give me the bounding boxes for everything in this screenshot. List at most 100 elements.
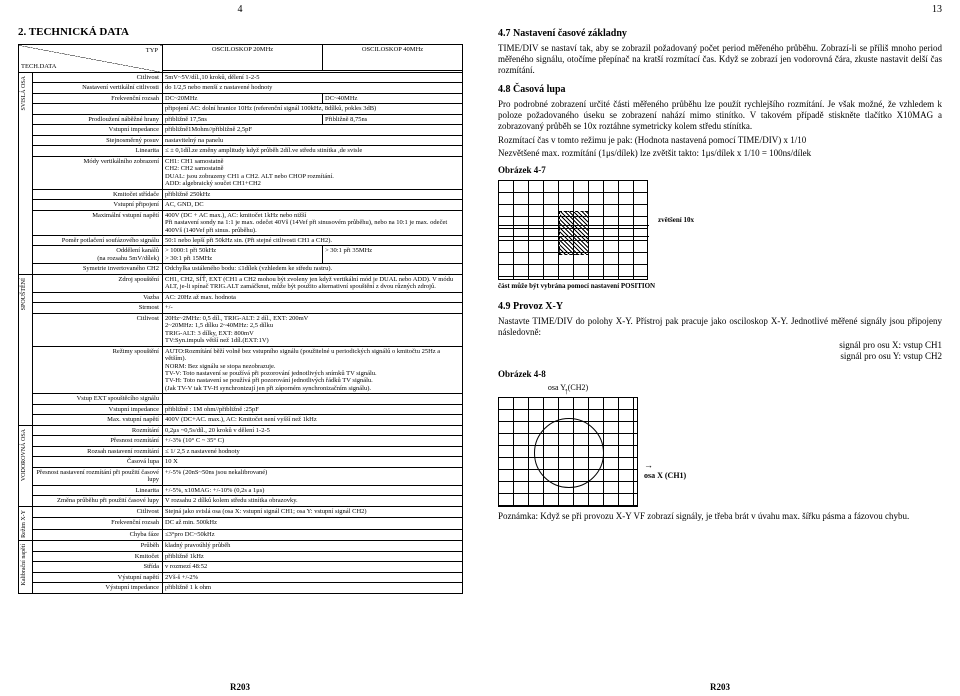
spec-value: AUTO:Rozmítání běží volně bez vstupního …: [163, 346, 463, 394]
heading-4-9: 4.9 Provoz X-Y: [498, 301, 942, 314]
spec-label: Rozsah nastavení rozmítání: [33, 446, 163, 456]
spec-table: TYPTECH.DATAOSCILOSKOP 20MHzOSCILOSKOP 4…: [18, 44, 463, 594]
spec-value-40: > 30:1 při 35MHz: [323, 246, 463, 264]
page-right: 13 4.7 Nastavení časové základny TIME/DI…: [480, 0, 960, 696]
spec-label: Citlivost: [33, 313, 163, 346]
spec-value: AC: 20Hz až max. hodnota: [163, 292, 463, 302]
spec-value: v rozmezí 48:52: [163, 562, 463, 572]
spec-value: 0,2μs ~0,5s/díl., 20 kroků v dělení 1-2-…: [163, 425, 463, 435]
spec-label: Kmitočet střídače: [33, 189, 163, 199]
fig-4-8-grid: ↑: [498, 397, 638, 507]
spec-label: Režimy spouštění: [33, 346, 163, 394]
spec-label: Poměr potlačení soufázového signálu: [33, 235, 163, 245]
text-4-7: TIME/DIV se nastaví tak, aby se zobrazil…: [498, 43, 942, 77]
spec-value-20: přibližně 17,5ns: [163, 114, 323, 124]
spec-label: Přesnost nastavení rozmítání při použití…: [33, 467, 163, 485]
spec-label: Vstupní impedance: [33, 125, 163, 135]
spec-value: 50:1 nebo lepší při 50kHz sin. (Při stej…: [163, 235, 463, 245]
spec-label: Vstup EXT spouštěcího signálu: [33, 394, 163, 404]
spec-value: 2Vš-š +/-2%: [163, 572, 463, 582]
spec-label: Výstupní napětí: [33, 572, 163, 582]
spec-value: 5mV~5V/díl.,10 kroků, dělení 1-2-5: [163, 73, 463, 83]
axis-x-label: osa X (CH1): [644, 471, 686, 481]
arrow-right-icon: →: [644, 460, 653, 471]
spec-label: Rozmítání: [33, 425, 163, 435]
spec-value: CH1: CH1 samostatně CH2: CH2 samostatně …: [163, 156, 463, 189]
section-4-8: 4.8 Časová lupa Pro podrobné zobrazení u…: [498, 84, 942, 291]
spec-value: 20Hz~2MHz: 0,5 díl., TRIG-ALT: 2 díl., E…: [163, 313, 463, 346]
typ-label: TYP: [146, 47, 158, 54]
spec-label: Vstupní impedance: [33, 404, 163, 414]
fig-4-7-caption-zoom: zvětšení 10x: [658, 216, 694, 225]
spec-value: kladný pravoúhlý průběh: [163, 541, 463, 551]
heading-4-8: 4.8 Časová lupa: [498, 84, 942, 97]
spec-label: Zdroj spouštění: [33, 274, 163, 292]
fig-4-7: zvětšení 10x část může být vybrána pomoc…: [498, 180, 828, 291]
fig-4-8: osa Y (CH2) ↑ → osa X (CH1): [498, 383, 942, 509]
spec-label: Vazba: [33, 292, 163, 302]
spec-label: Frekvenční rozsah: [33, 518, 163, 530]
spec-label: Symetrie invertovaného CH2: [33, 264, 163, 274]
spec-label: Nastavení vertikální citlivosti: [33, 83, 163, 93]
spec-value: ≤ ± 0,1díl.ze změny amplitudy když průbě…: [163, 146, 463, 156]
text-4-8-b: Rozmítací čas v tomto režimu je pak: (Ho…: [498, 135, 942, 146]
page-left: 4 2. TECHNICKÁ DATA TYP TECH.DATA OSCILOSK…: [0, 0, 480, 696]
spec-label: Linearita: [33, 146, 163, 156]
page-number-top-left: 4: [238, 4, 243, 15]
section-4-9: 4.9 Provoz X-Y Nastavte TIME/DIV do polo…: [498, 301, 942, 522]
group-1: SPOUŠTĚNÍ: [21, 276, 28, 312]
spec-value-40: DC~40MHz: [323, 93, 463, 103]
techdata-label: TECH.DATA: [21, 63, 56, 70]
heading-4-7: 4.7 Nastavení časové základny: [498, 28, 942, 41]
signal-labels-2: signál pro osu Y: vstup CH2: [498, 351, 942, 362]
spec-label: Prodloužení náběžné hrany: [33, 114, 163, 124]
spec-value: V rozsahu 2 dílků kolem středu stinítka …: [163, 496, 463, 506]
signal-labels: signál pro osu X: vstup CH1: [498, 340, 942, 351]
signal-x: signál pro osu X: vstup CH1: [839, 340, 942, 351]
spec-value: do 1/2,5 nebo menší z nastavené hodnoty: [163, 83, 463, 93]
spec-label: Oddělení kanálů (na rozsahu 5mV/dílek): [33, 246, 163, 264]
spec-value: DC až min. 500kHz: [163, 518, 463, 530]
group-3: Režim X-Y: [21, 508, 28, 540]
spec-label: Kmitočet: [33, 551, 163, 561]
page-number-top-right: 13: [932, 4, 942, 15]
spec-label: Max. vstupní napětí: [33, 415, 163, 425]
spec-value: AC, GND, DC: [163, 200, 463, 210]
text-4-9-a: Nastavte TIME/DIV do polohy X-Y. Přístro…: [498, 316, 942, 339]
fig-4-8-label: Obrázek 4-8: [498, 369, 942, 380]
spec-value: přibližně 1 k ohm: [163, 583, 463, 593]
spec-label: [33, 104, 163, 114]
spec-label: Časová lupa: [33, 457, 163, 467]
spec-value: +/-5% (20nS~50ns jsou nekalibrované): [163, 467, 463, 485]
col-40mhz: OSCILOSKOP 40MHz: [323, 45, 463, 71]
spec-value: CH1, CH2, SÍŤ, EXT (CH1 a CH2 mohou být …: [163, 274, 463, 292]
spec-label: Vstupní připojení: [33, 200, 163, 210]
footer-left: R203: [230, 682, 250, 692]
spec-value: 400V (DC + AC max.), AC: kmitočet 1kHz n…: [163, 210, 463, 235]
spec-value: [163, 394, 463, 404]
spec-label: Linearita: [33, 485, 163, 495]
group-0: SVISLÁ OSA: [21, 74, 28, 113]
spec-value: 10 X: [163, 457, 463, 467]
spec-value: 400V (DC+AC. max.), AC: Kmitočet není vy…: [163, 415, 463, 425]
spec-value: Stejná jako svislá osa (osa X: vstupní s…: [163, 506, 463, 518]
left-title: 2. TECHNICKÁ DATA: [18, 26, 462, 38]
spec-label: Frekvenční rozsah: [33, 93, 163, 103]
spec-value-40: Přibližně 8,75ns: [323, 114, 463, 124]
arrow-up-icon: ↑: [564, 386, 569, 397]
spec-label: Změna průběhu při použití časové lupy: [33, 496, 163, 506]
spec-value: nastavitelný na panelu: [163, 135, 463, 145]
text-4-8-c: Nezvětšené max. rozmítání (1μs/dílek) lz…: [498, 148, 942, 159]
spec-label: Strmost: [33, 303, 163, 313]
group-4: Kalibrační napětí: [21, 542, 28, 587]
spec-value: přibližně1Mohm//přibližně 2,5pF: [163, 125, 463, 135]
section-4-7: 4.7 Nastavení časové základny TIME/DIV s…: [498, 28, 942, 76]
spec-label: Střída: [33, 562, 163, 572]
spec-value: přibližně : 1M ohm//přibližně :25pF: [163, 404, 463, 414]
fig-4-7-caption-position: část může být vybrána pomocí nastavení P…: [498, 282, 828, 291]
spec-label: Citlivost: [33, 73, 163, 83]
spec-value: +/-5%, x10MAG: +/-10% (0,2s a 1μs): [163, 485, 463, 495]
fig-4-8-circle: [534, 418, 604, 488]
fig-4-7-label: Obrázek 4-7: [498, 165, 942, 176]
spec-label: Citlivost: [33, 506, 163, 518]
